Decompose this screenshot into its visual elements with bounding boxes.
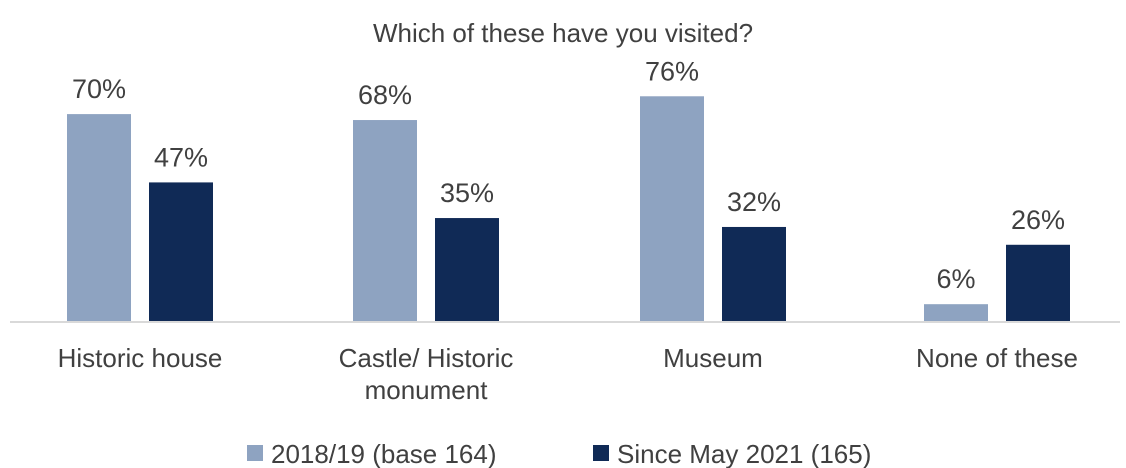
bar-s1-c3: [1006, 244, 1070, 322]
data-label-s0-c1: 68%: [358, 80, 412, 110]
category-label-1-line-1: monument: [365, 375, 489, 405]
data-label-s0-c2: 76%: [645, 56, 699, 86]
bar-s0-c1: [353, 120, 417, 322]
chart-title: Which of these have you visited?: [373, 18, 753, 48]
data-label-s0-c0: 70%: [72, 74, 126, 104]
data-label-s0-c3: 6%: [936, 264, 975, 294]
category-label-1-line-0: Castle/ Historic: [339, 343, 514, 373]
category-label-3: None of these: [916, 343, 1078, 373]
bars-layer: [67, 96, 1070, 322]
bar-s0-c3: [924, 304, 988, 322]
data-label-s1-c1: 35%: [440, 178, 494, 208]
bar-s1-c1: [435, 218, 499, 322]
bar-s0-c2: [640, 96, 704, 322]
legend-swatch-0: [247, 445, 263, 461]
legend: 2018/19 (base 164) Since May 2021 (165): [247, 439, 871, 468]
legend-swatch-1: [593, 445, 609, 461]
legend-label-1: Since May 2021 (165): [617, 439, 871, 468]
labels-layer: 70% 47% Historic house 68% 35% Castle/ Histor…: [58, 56, 1078, 405]
legend-label-0: 2018/19 (base 164): [271, 439, 497, 468]
category-label-2: Museum: [663, 343, 763, 373]
data-label-s1-c3: 26%: [1011, 205, 1065, 235]
bar-s1-c0: [149, 182, 213, 322]
bar-s1-c2: [722, 226, 786, 322]
category-label-0: Historic house: [58, 343, 223, 373]
data-label-s1-c0: 47%: [154, 142, 208, 172]
bar-s0-c0: [67, 114, 131, 322]
data-label-s1-c2: 32%: [727, 187, 781, 217]
